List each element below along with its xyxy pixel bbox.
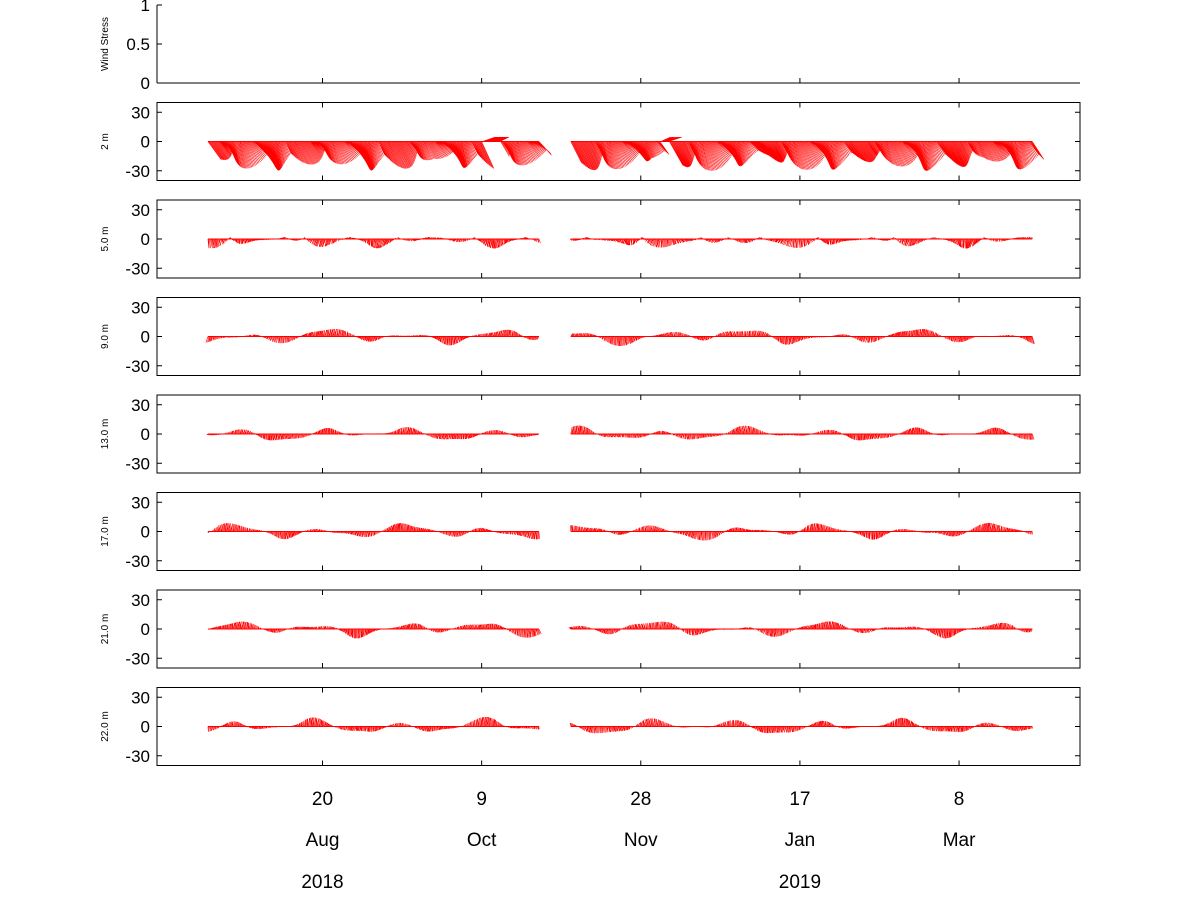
panel-2: -30 0 30 5.0 m [100, 199, 1081, 279]
panel-4-ytick-label: 0 [141, 425, 150, 444]
panel-2-ytick-label: -30 [125, 259, 150, 278]
xtick-day-label: 9 [476, 789, 487, 810]
panel-5-stick-path [207, 522, 1033, 541]
panel-1-sticks [207, 136, 1045, 171]
xtick-month-label: Nov [624, 830, 658, 851]
panel-6-ylabel: 21.0 m [100, 614, 111, 645]
panel-6-sticks [207, 621, 1033, 639]
panel-3-ytick-label: 30 [131, 298, 150, 317]
xtick-day-label: 28 [630, 789, 651, 810]
panel-0-ylabel: Wind Stress [100, 17, 111, 71]
panel-7-ytick-label: 30 [131, 688, 150, 707]
panel-2-stick-path [207, 236, 1033, 249]
panel-6-ytick-label: 30 [131, 591, 150, 610]
panel-4-ytick-label: 30 [131, 396, 150, 415]
panel-5-ytick-label: 0 [141, 523, 150, 542]
panel-5-ylabel: 17.0 m [100, 516, 111, 547]
panel-6: -30 0 30 21.0 m [100, 589, 1081, 669]
panel-5-ytick-label: -30 [125, 552, 150, 571]
panel-4-ytick-label: -30 [125, 454, 150, 473]
panel-7: -30 0 30 22.0 m [100, 687, 1081, 766]
xtick-month-label: Oct [467, 830, 497, 851]
panel-7-ylabel: 22.0 m [100, 711, 111, 742]
panel-2-ylabel: 5.0 m [100, 226, 111, 251]
xtick-month-label: Aug [306, 830, 340, 851]
panel-0-ytick-label: 0.5 [126, 35, 150, 54]
panel-1-stick-path [207, 136, 1045, 171]
xtick-day-label: 8 [954, 789, 965, 810]
panel-4-ylabel: 13.0 m [100, 419, 111, 450]
xtick-month-label: Mar [943, 830, 976, 851]
panel-5-ytick-label: 30 [131, 493, 150, 512]
panel-3: -30 0 30 9.0 m [100, 297, 1081, 376]
panel-2-sticks [207, 236, 1033, 249]
panel-0-ytick-label: 0 [141, 74, 150, 93]
panel-6-ytick-label: 0 [141, 620, 150, 639]
panel-5-sticks [207, 522, 1033, 541]
xtick-day-label: 17 [789, 789, 810, 810]
panel-6-stick-path [207, 621, 1033, 639]
panel-7-stick-path [207, 716, 1033, 734]
panels-group: 0 0.5 1 Wind Stress -30 0 30 2 m -30 0 30 5.0 m -30 0… [100, 0, 1081, 766]
panel-2-ytick-label: 30 [131, 201, 150, 220]
panel-4-stick-path [206, 425, 1035, 441]
xtick-day-label: 20 [312, 789, 333, 810]
panel-2-ytick-label: 0 [141, 230, 150, 249]
panel-3-ytick-label: -30 [125, 357, 150, 376]
xtick-year-label: 2019 [779, 872, 821, 893]
panel-4: -30 0 30 13.0 m [100, 394, 1081, 474]
panel-4-sticks [206, 425, 1035, 441]
panel-7-sticks [207, 716, 1033, 734]
xtick-month-label: Jan [785, 830, 816, 851]
panel-0: 0 0.5 1 Wind Stress [100, 0, 1080, 93]
panel-1-ylabel: 2 m [100, 133, 111, 150]
panel-5: -30 0 30 17.0 m [100, 492, 1081, 571]
panel-1-ytick-label: 0 [141, 133, 150, 152]
panel-3-ytick-label: 0 [141, 328, 150, 347]
panel-7-ytick-label: -30 [125, 747, 150, 766]
panel-1: -30 0 30 2 m [100, 102, 1081, 181]
panel-3-stick-path [205, 328, 1035, 347]
panel-7-ytick-label: 0 [141, 718, 150, 737]
panel-3-sticks [205, 328, 1035, 347]
xtick-year-label: 2018 [301, 872, 343, 893]
panel-3-ylabel: 9.0 m [100, 324, 111, 349]
panel-1-ytick-label: 30 [131, 103, 150, 122]
panel-1-ytick-label: -30 [125, 162, 150, 181]
panel-6-ytick-label: -30 [125, 649, 150, 668]
panel-0-ytick-label: 1 [141, 0, 150, 15]
x-axis-labels: 20 Aug 9 Oct 28 Nov 17 Jan 8 Mar 2018 2019 [301, 789, 976, 893]
